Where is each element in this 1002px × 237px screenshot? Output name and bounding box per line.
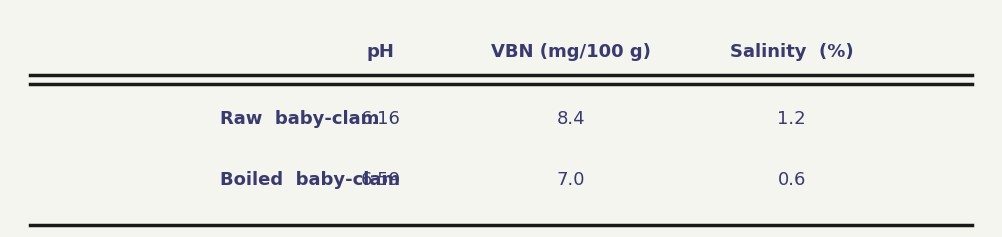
Text: Boiled  baby-clam: Boiled baby-clam <box>220 171 401 189</box>
Text: 0.6: 0.6 <box>778 171 806 189</box>
Text: 7.0: 7.0 <box>557 171 585 189</box>
Text: 6.16: 6.16 <box>361 109 401 128</box>
Text: Raw  baby-clam: Raw baby-clam <box>220 109 380 128</box>
Text: 1.2: 1.2 <box>778 109 806 128</box>
Text: Salinity  (%): Salinity (%) <box>729 43 854 61</box>
Text: pH: pH <box>367 43 395 61</box>
Text: 6.59: 6.59 <box>361 171 401 189</box>
Text: VBN (mg/100 g): VBN (mg/100 g) <box>491 43 651 61</box>
Text: 8.4: 8.4 <box>557 109 585 128</box>
